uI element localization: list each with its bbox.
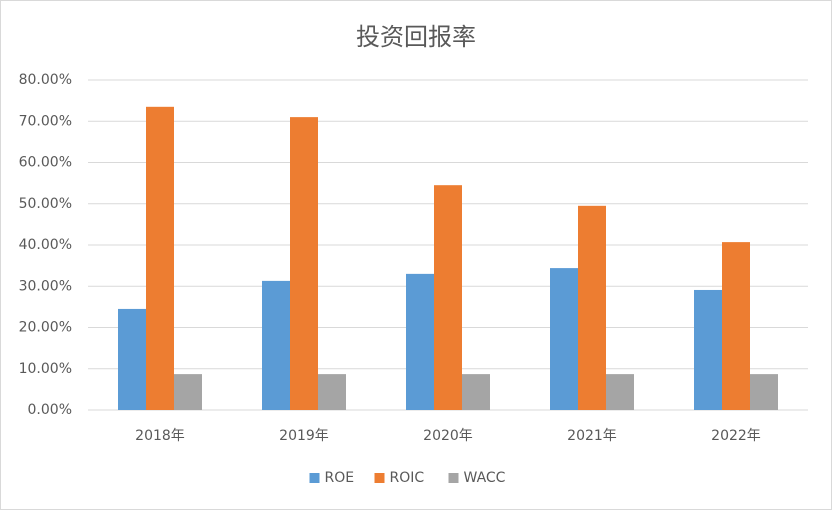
legend-label: ROIC [390, 470, 425, 486]
bar [146, 106, 174, 410]
x-tick-label: 2018年 [135, 428, 185, 444]
bar [118, 308, 146, 410]
bar [462, 374, 490, 410]
y-tick-label: 10.00% [19, 361, 72, 377]
legend-swatch [448, 473, 459, 483]
y-tick-label: 70.00% [19, 113, 72, 129]
y-tick-label: 80.00% [19, 72, 72, 88]
bar [550, 268, 578, 410]
bar [406, 273, 434, 410]
legend-label: ROE [325, 470, 355, 486]
x-tick-label: 2019年 [279, 428, 329, 444]
y-tick-label: 60.00% [19, 155, 72, 171]
bar [174, 374, 202, 410]
x-tick-label: 2022年 [711, 428, 761, 444]
y-tick-label: 50.00% [19, 196, 72, 212]
x-tick-label: 2020年 [423, 428, 473, 444]
bar [434, 185, 462, 410]
x-tick-label: 2021年 [567, 428, 617, 444]
bar [262, 280, 290, 410]
bar [606, 374, 634, 410]
bar [578, 205, 606, 410]
bar [290, 117, 318, 410]
chart-title: 投资回报率 [356, 23, 476, 51]
legend-label: WACC [464, 470, 506, 486]
bar [750, 374, 778, 410]
bar [694, 289, 722, 410]
y-tick-label: 40.00% [19, 237, 72, 253]
legend-swatch [374, 473, 385, 483]
legend-swatch [309, 473, 320, 483]
bar [722, 242, 750, 410]
bar [318, 374, 346, 410]
y-tick-label: 30.00% [19, 278, 72, 294]
y-tick-label: 0.00% [28, 402, 72, 418]
y-tick-label: 20.00% [19, 320, 72, 336]
